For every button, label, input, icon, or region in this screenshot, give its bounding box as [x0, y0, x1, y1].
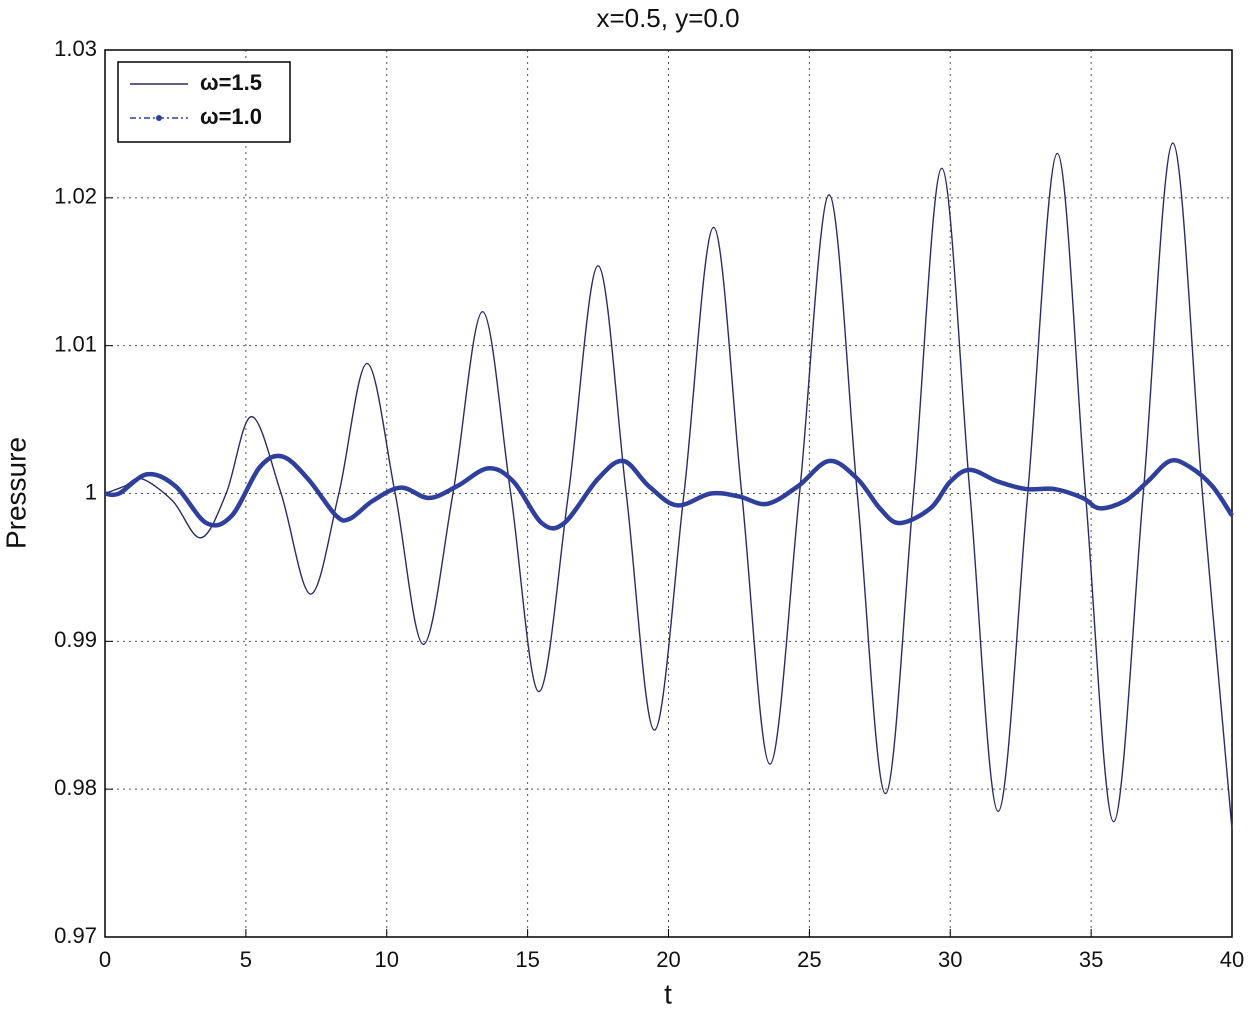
y-tick-label: 1.02: [54, 184, 97, 209]
y-tick-label: 1.01: [54, 331, 97, 356]
legend-label: ω=1.5: [200, 70, 262, 95]
y-tick-label: 0.99: [54, 627, 97, 652]
y-tick-label: 1.03: [54, 36, 97, 61]
x-tick-label: 35: [1079, 947, 1103, 972]
y-axis-label: Pressure: [0, 437, 31, 549]
x-tick-label: 10: [375, 947, 399, 972]
x-tick-label: 30: [938, 947, 962, 972]
legend-marker: [156, 115, 162, 121]
legend-box: [117, 61, 291, 143]
x-tick-label: 5: [240, 947, 252, 972]
x-tick-label: 40: [1220, 947, 1244, 972]
chart-title: x=0.5, y=0.0: [596, 3, 739, 33]
x-axis-label: t: [664, 978, 672, 1009]
data-line: [104, 453, 1234, 531]
legend-label: ω=1.0: [200, 104, 262, 129]
x-tick-label: 25: [797, 947, 821, 972]
y-tick-label: 0.97: [54, 923, 97, 948]
x-tick-label: 20: [656, 947, 680, 972]
y-tick-label: 1: [85, 479, 97, 504]
y-tick-label: 0.98: [54, 775, 97, 800]
data-line: [104, 142, 1233, 830]
x-tick-label: 0: [99, 947, 111, 972]
x-tick-label: 15: [515, 947, 539, 972]
